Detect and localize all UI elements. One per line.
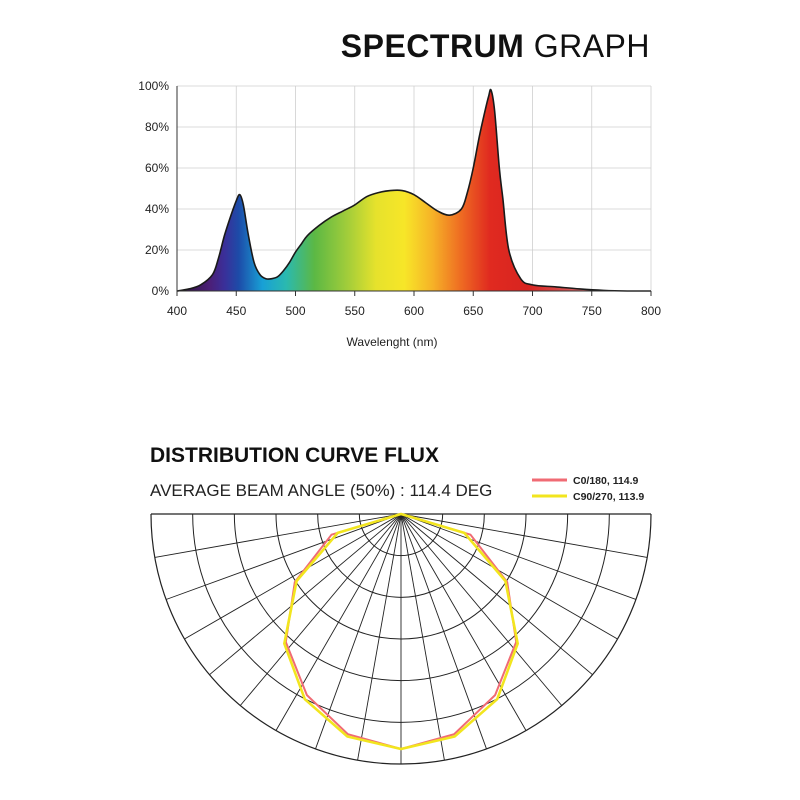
spectrum-area <box>177 89 651 291</box>
polar-spoke <box>400 513 563 706</box>
polar-spoke <box>400 513 637 600</box>
polar-spoke <box>357 513 402 761</box>
polar-curves <box>283 512 519 751</box>
polar-spoke <box>400 513 487 750</box>
spectrum-line <box>176 88 651 292</box>
distribution-title: DISTRIBUTION CURVE FLUX <box>150 444 439 467</box>
x-tick-label: 600 <box>404 304 424 318</box>
x-tick-label: 750 <box>582 304 602 318</box>
x-tick-label: 400 <box>167 304 187 318</box>
polar-spoke <box>165 513 402 600</box>
polar-spoke <box>400 513 618 640</box>
x-tick-label: 550 <box>345 304 365 318</box>
beam-angle-subtitle: AVERAGE BEAM ANGLE (50%) : 114.4 DEG <box>150 481 493 500</box>
polar-grid <box>150 513 652 765</box>
x-tick-label: 800 <box>641 304 661 318</box>
x-tick-label: 500 <box>285 304 305 318</box>
title-bold: SPECTRUM <box>340 28 525 64</box>
y-tick-label: 80% <box>145 120 169 134</box>
polar-series-1 <box>283 512 519 751</box>
title-light: GRAPH <box>533 28 650 64</box>
spectrum-axes: 0% 20% 40% 60% 80% 100% 400 450 500 550 600 650 700 7… <box>138 79 661 318</box>
polar-spoke <box>209 513 402 676</box>
polar-spoke <box>400 513 445 761</box>
y-tick-label: 0% <box>152 284 170 298</box>
y-tick-label: 40% <box>145 202 169 216</box>
y-tick-label: 100% <box>138 79 169 93</box>
polar-spoke <box>315 513 402 750</box>
x-tick-label: 700 <box>522 304 542 318</box>
x-tick-label: 450 <box>226 304 246 318</box>
polar-spoke <box>275 513 402 731</box>
polar-spoke <box>400 513 648 558</box>
page-title: SPECTRUM GRAPH <box>341 28 650 65</box>
polar-spoke <box>239 513 402 706</box>
polar-spoke <box>400 513 593 676</box>
legend-label: C0/180, 114.9 <box>573 475 639 487</box>
spectrum-chart: 0% 20% 40% 60% 80% 100% 400 450 500 550 600 650 700 7… <box>138 79 661 349</box>
polar-legend: C0/180, 114.9 C90/270, 113.9 <box>532 475 644 503</box>
polar-spoke <box>400 513 527 731</box>
x-axis-label: Wavelenght (nm) <box>347 335 438 349</box>
polar-spoke <box>154 513 402 558</box>
polar-spoke <box>184 513 402 640</box>
legend-label: C90/270, 113.9 <box>573 491 644 503</box>
y-tick-label: 60% <box>145 161 169 175</box>
y-tick-label: 20% <box>145 243 169 257</box>
x-tick-label: 650 <box>463 304 483 318</box>
